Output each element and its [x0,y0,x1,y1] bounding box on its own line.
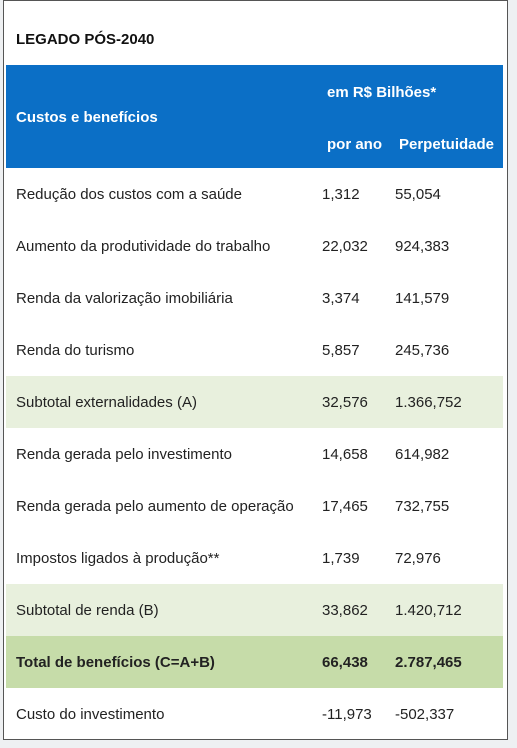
table-row: Renda gerada pelo investimento 14,658 614,… [6,428,503,480]
table-cell: Renda do turismo [16,342,135,359]
table-cell: Renda gerada pelo aumento de operação [16,498,294,515]
col-header: por ano [327,136,382,153]
table-row: Renda do turismo 5,857 245,736 [6,324,503,376]
table-cell: 1.366,752 [395,394,462,411]
table-cell: 22,032 [322,238,368,255]
table-cell: Renda da valorização imobiliária [16,290,233,307]
table-cell: Total de benefícios (C=A+B) [16,654,215,671]
table-row: Renda da valorização imobiliária 3,374 141… [6,272,503,324]
table-row: Impostos ligados à produção** 1,739 72,976 [6,532,503,584]
table-title: LEGADO PÓS-2040 [16,31,155,48]
col-header: Perpetuidade [399,136,495,153]
table-cell: 72,976 [395,550,441,567]
table-row: Total de benefícios (C=A+B) 66,438 2.787,4… [6,636,503,688]
table-cell: 3,374 [322,290,360,307]
row-label-header: Custos e benefícios [16,109,158,126]
table-row: Custo do investimento -11,973 -502,337 [6,688,503,740]
table-cell: 66,438 [322,654,368,671]
table-cell: 1,739 [322,550,360,567]
table-cell: 141,579 [395,290,450,307]
table-cell: Aumento da produtividade do trabalho [16,238,271,255]
table-cell: 55,054 [395,186,441,203]
table-cell: 1.420,712 [395,602,462,619]
table-cell: Subtotal de renda (B) [16,602,159,619]
table-cell: 2.787,465 [395,654,462,671]
table-cell: 732,755 [395,498,450,515]
table-row: Redução dos custos com a saúde 1,312 55,05… [6,168,503,220]
table-cell: -502,337 [395,706,455,723]
table-cell: Subtotal externalidades (A) [16,394,197,411]
table-cell: 5,857 [322,342,360,359]
table-cell: 14,658 [322,446,368,463]
table-cell: Redução dos custos com a saúde [16,186,242,203]
table-cell: 33,862 [322,602,368,619]
table-cell: 17,465 [322,498,368,515]
unit-header: em R$ Bilhões* [327,84,437,101]
table-cell: 1,312 [322,186,360,203]
table-header: Custos e benefícios em R$ Bilhões* por a… [6,65,503,168]
table-cell: 614,982 [395,446,450,463]
table-cell: Renda gerada pelo investimento [16,446,232,463]
table-cell: 32,576 [322,394,368,411]
table-row: Subtotal externalidades (A) 32,576 1.366,7… [6,376,503,428]
table-cell: Impostos ligados à produção** [16,550,220,567]
table-row: Subtotal de renda (B) 33,862 1.420,712 [6,584,503,636]
table-row: Aumento da produtividade do trabalho 22,0… [6,220,503,272]
table-cell: 924,383 [395,238,450,255]
table-cell: -11,973 [322,706,372,723]
table-cell: 245,736 [395,342,450,359]
table-row: Renda gerada pelo aumento de operação 17,… [6,480,503,532]
table-cell: Custo do investimento [16,706,165,723]
